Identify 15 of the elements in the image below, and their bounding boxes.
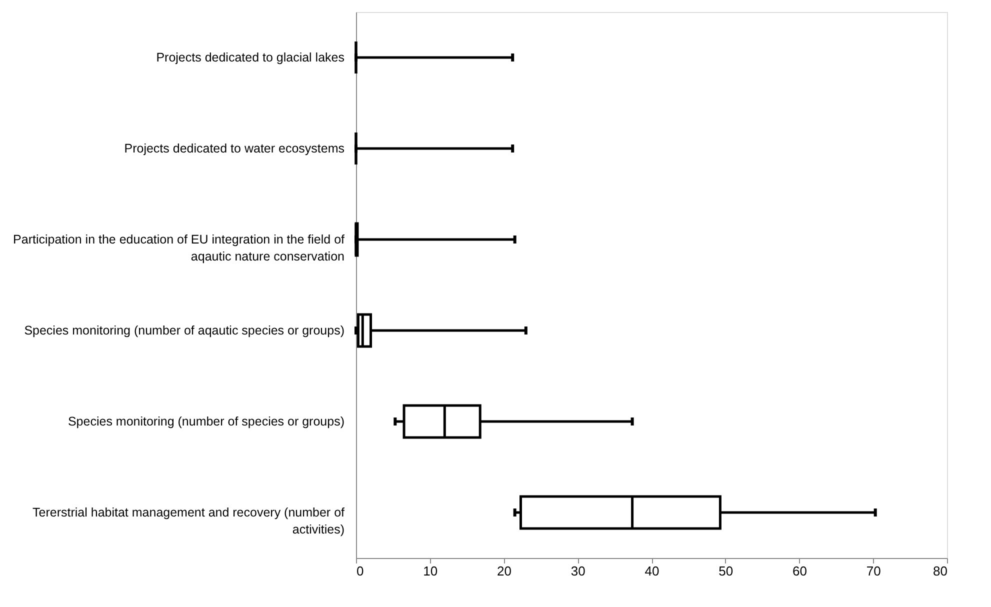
y-tick-label: Projects dedicated to water ecosystems bbox=[124, 142, 344, 156]
y-tick-label: Participation in the education of EU integration in the field of aqautic nature conservation bbox=[13, 232, 346, 264]
x-tick-label: 30 bbox=[570, 564, 586, 578]
y-tick-label: Species monitoring (number of species or groups) bbox=[68, 414, 344, 428]
x-tick-label: 10 bbox=[423, 564, 438, 578]
x-tick-label: 60 bbox=[792, 564, 807, 578]
y-tick-label: Projects dedicated to glacial lakes bbox=[156, 50, 344, 64]
y-tick-label: Species monitoring (number of aqautic species or groups) bbox=[24, 324, 344, 338]
x-tick-label: 0 bbox=[356, 564, 364, 578]
x-tick-label: 80 bbox=[933, 564, 948, 578]
x-tick-label: 50 bbox=[718, 564, 734, 578]
x-tick-label: 70 bbox=[866, 564, 881, 578]
x-tick-label: 20 bbox=[497, 564, 512, 578]
x-tick-label: 40 bbox=[644, 564, 660, 578]
y-tick-label: Tererstrial habitat management and recovery (number of activities) bbox=[32, 506, 346, 536]
